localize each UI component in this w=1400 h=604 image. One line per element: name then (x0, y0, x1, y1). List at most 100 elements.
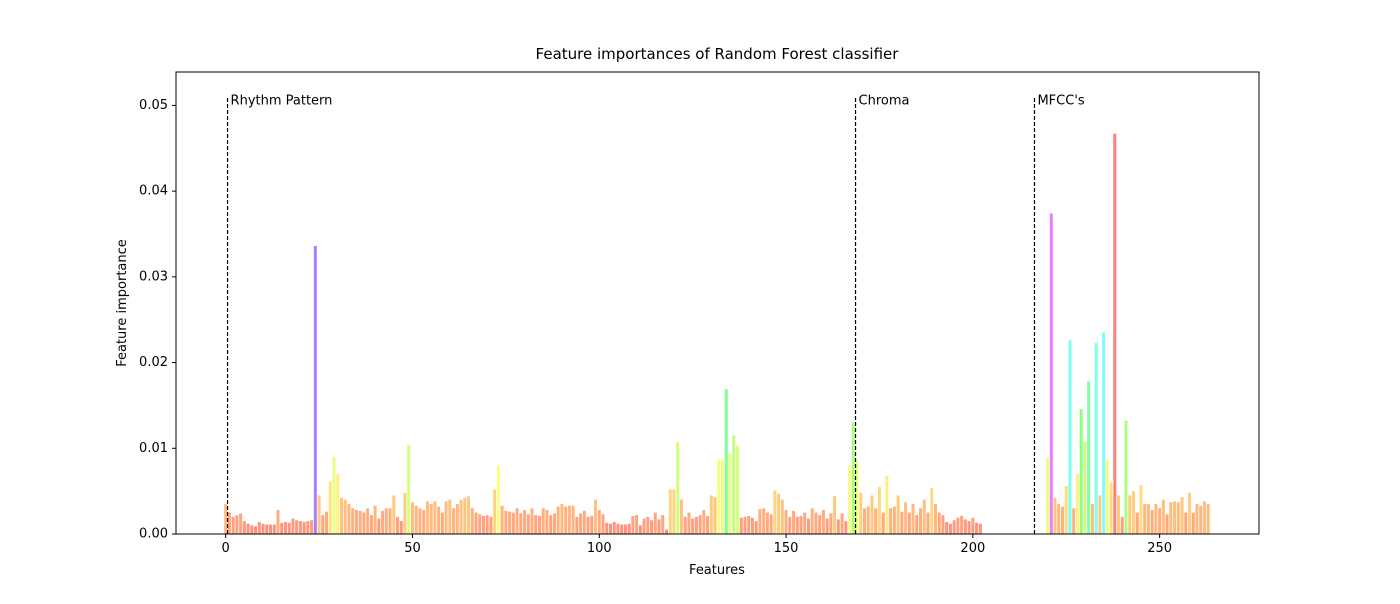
bar (915, 515, 919, 534)
bar (605, 522, 609, 534)
bar (836, 519, 840, 534)
bar (1199, 505, 1203, 534)
bar (668, 489, 672, 534)
bar (713, 497, 717, 534)
bar (952, 520, 956, 534)
bar (687, 512, 691, 534)
bar (459, 499, 463, 534)
x-tick-label: 50 (404, 541, 421, 556)
bar (653, 512, 657, 534)
bar (425, 501, 429, 534)
bar (1184, 512, 1188, 534)
x-tick-label: 100 (587, 541, 612, 556)
bar (672, 489, 676, 534)
bar (537, 516, 541, 534)
bar (945, 522, 949, 534)
bar (1087, 381, 1091, 534)
bar (564, 506, 568, 534)
y-axis-label: Feature importance (115, 239, 130, 367)
bar (508, 511, 512, 534)
bar (485, 515, 489, 534)
bar (627, 523, 631, 534)
bar (1120, 516, 1124, 534)
bar (328, 481, 332, 534)
bar (343, 499, 347, 534)
bar (511, 512, 515, 534)
bar (661, 515, 665, 534)
bar (489, 516, 493, 534)
bar (1180, 497, 1184, 534)
bar (493, 489, 497, 534)
bar (317, 495, 321, 534)
bar (874, 508, 878, 534)
bar (231, 516, 235, 534)
bar (919, 508, 923, 534)
bar (306, 521, 310, 534)
bar (384, 508, 388, 534)
bar (403, 492, 407, 534)
bar (784, 510, 788, 534)
bar (504, 510, 508, 534)
bar (739, 517, 743, 534)
y-tick-label: 0.02 (139, 355, 168, 370)
bar (1195, 504, 1199, 534)
section-label: Chroma (859, 93, 910, 108)
section-label: Rhythm Pattern (231, 93, 333, 108)
bar (265, 524, 269, 534)
bar (1191, 512, 1195, 534)
bar (877, 486, 881, 534)
bar (926, 512, 930, 534)
bar (1049, 213, 1053, 534)
bar (941, 515, 945, 534)
bar (246, 523, 250, 534)
bar (631, 516, 635, 534)
y-tick-label: 0.03 (139, 269, 168, 284)
bar (418, 508, 422, 534)
bar (724, 389, 728, 534)
bar (407, 444, 411, 534)
bar (754, 521, 758, 534)
bar (325, 511, 329, 534)
bar (859, 492, 863, 534)
bar (534, 515, 538, 534)
bar (541, 508, 545, 534)
bar (623, 524, 627, 534)
bar (283, 522, 287, 534)
x-tick-label: 250 (1147, 541, 1172, 556)
chart-title: Feature importances of Random Forest cla… (536, 45, 900, 63)
bar (650, 520, 654, 534)
bar (967, 521, 971, 534)
bar (691, 518, 695, 534)
bar (224, 504, 228, 534)
bar (422, 510, 426, 534)
bar (885, 475, 889, 534)
x-tick-label: 150 (774, 541, 799, 556)
bar (552, 513, 556, 534)
bar (889, 508, 893, 534)
bar (582, 510, 586, 534)
bar (463, 498, 467, 534)
bar (721, 459, 725, 534)
bar (429, 504, 433, 534)
bar (1202, 501, 1206, 534)
bar (1124, 420, 1128, 534)
bar (855, 461, 859, 534)
bar (556, 506, 560, 534)
bar (444, 501, 448, 534)
bar (1128, 495, 1132, 534)
bar (1150, 510, 1154, 534)
bar (665, 529, 669, 534)
bar (881, 512, 885, 534)
bar (336, 474, 340, 534)
bar (844, 521, 848, 534)
bar (276, 510, 280, 534)
bar (481, 516, 485, 534)
bar (1139, 485, 1143, 534)
bar (638, 525, 642, 534)
bar (257, 522, 261, 534)
bar (287, 522, 291, 534)
bar (792, 510, 796, 534)
x-tick-label: 0 (222, 541, 230, 556)
bar (496, 465, 500, 534)
